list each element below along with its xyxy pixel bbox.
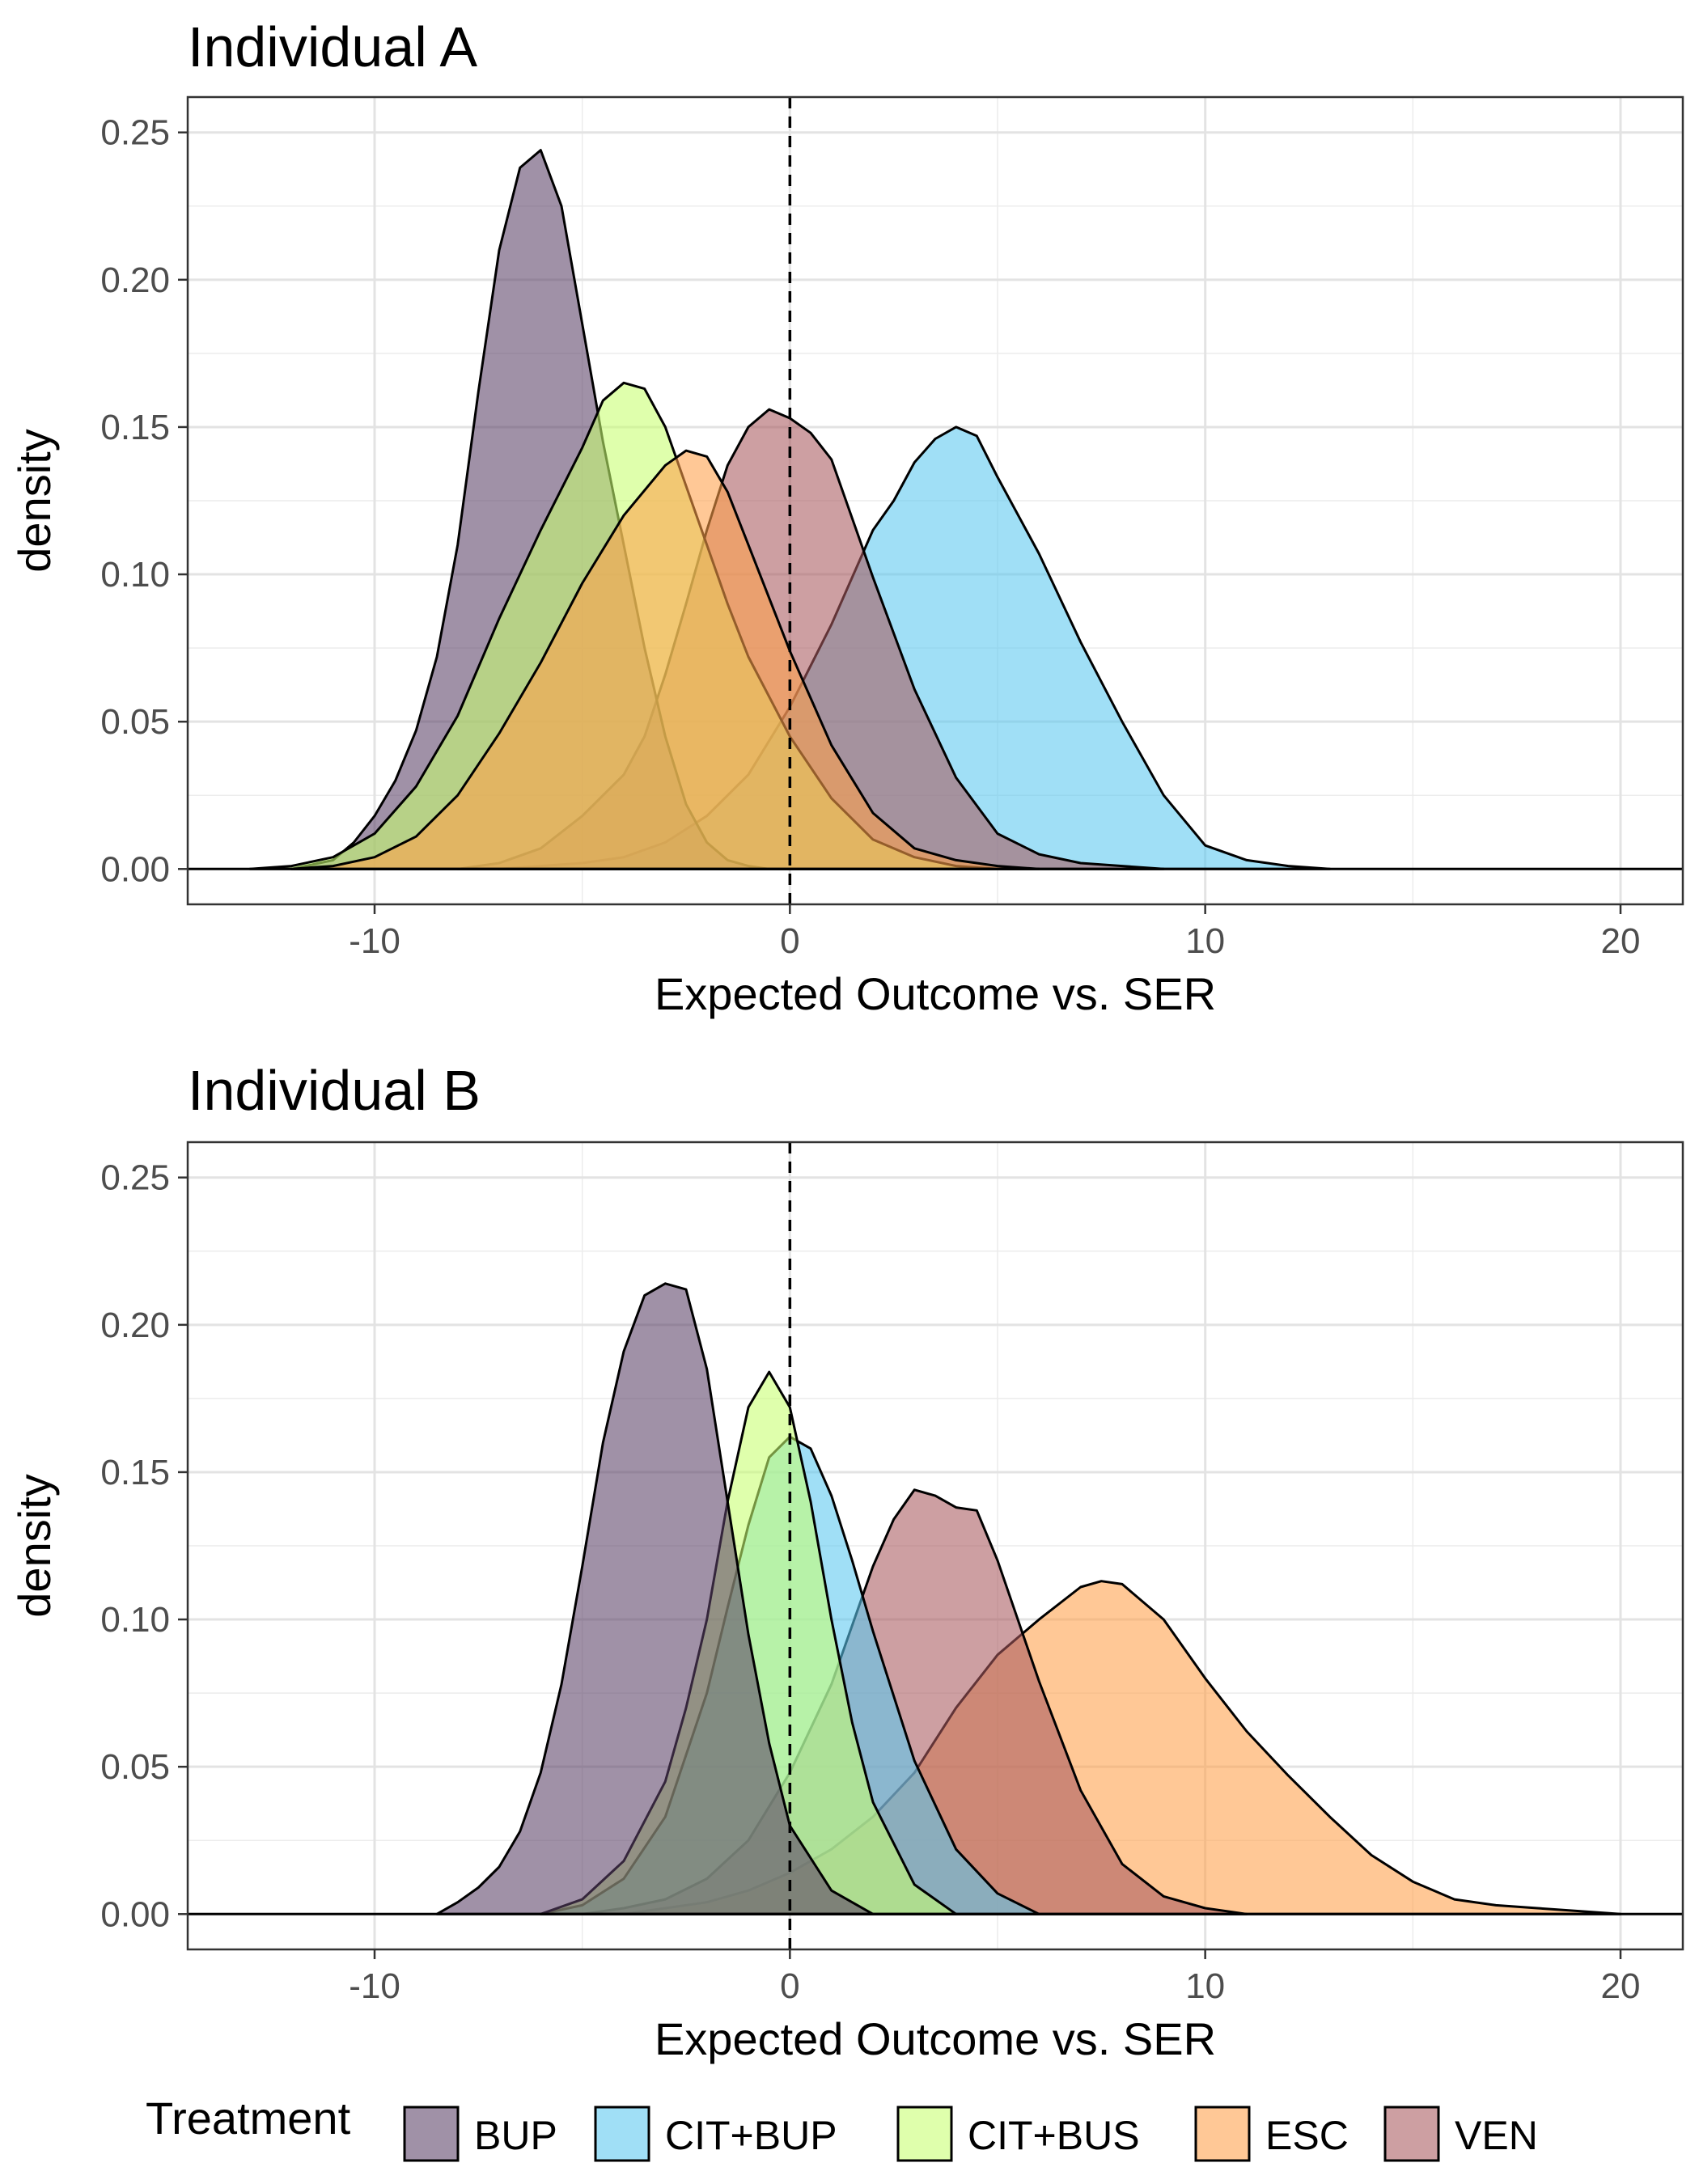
legend-item-cit-bus: CIT+BUS (896, 2106, 1140, 2162)
legend-label: CIT+BUP (665, 2113, 837, 2158)
legend-item-cit-bup: CIT+BUP (594, 2106, 837, 2162)
axes: -10 0 10 20 0.00 0.05 0.10 0.15 0.20 0.25 (100, 1158, 1640, 2006)
y-tick-label: 0.15 (100, 1453, 170, 1492)
y-tick-label: 0.00 (100, 1894, 170, 1934)
x-tick-label: 0 (780, 1966, 799, 2006)
y-tick-label: 0.10 (100, 1600, 170, 1640)
legend-item-bup: BUP (403, 2106, 557, 2162)
x-axis-title: Expected Outcome vs. SER (655, 2013, 1216, 2064)
panel-title: Individual B (188, 1059, 481, 1122)
panels: Individual A -10 0 10 20 0.00 0.05 0.10 0.15 0.20… (9, 15, 1684, 2064)
legend-key (1194, 2106, 1251, 2162)
legend-item-esc: ESC (1194, 2106, 1349, 2162)
legend-label: BUP (474, 2113, 557, 2158)
y-axis-title: density (9, 1474, 60, 1617)
y-tick-label: 0.05 (100, 702, 170, 742)
panel-border (186, 1141, 1684, 1951)
legend-item-ven: VEN (1383, 2106, 1538, 2162)
y-tick-label: 0.20 (100, 1306, 170, 1345)
x-tick-label: -10 (349, 1966, 400, 2006)
legend-key (896, 2106, 953, 2162)
legend-label: ESC (1265, 2113, 1349, 2158)
legend-key (1383, 2106, 1440, 2162)
density-series (248, 149, 1332, 870)
y-tick-label: 0.15 (100, 408, 170, 447)
legend-title: Treatment (146, 2093, 351, 2144)
y-tick-label: 0.00 (100, 849, 170, 889)
panel-2: Individual B -10 0 10 20 0.00 0.05 0.10 0.15 0.20… (9, 1059, 1684, 2064)
legend-label: CIT+BUS (968, 2113, 1140, 2158)
legend-label: VEN (1455, 2113, 1538, 2158)
x-tick-label: 10 (1185, 921, 1225, 961)
y-tick-label: 0.20 (100, 260, 170, 300)
density-series (435, 1282, 1622, 1915)
y-axis-title: density (9, 429, 60, 572)
x-tick-label: 20 (1601, 921, 1641, 961)
y-tick-label: 0.25 (100, 1158, 170, 1198)
axes: -10 0 10 20 0.00 0.05 0.10 0.15 0.20 0.25 (100, 113, 1640, 961)
density-curve-bup (435, 1282, 875, 1915)
panel-1: Individual A -10 0 10 20 0.00 0.05 0.10 0.15 0.20… (9, 15, 1684, 1019)
panel-title: Individual A (188, 15, 477, 78)
panel-border (186, 95, 1684, 906)
y-tick-label: 0.25 (100, 113, 170, 153)
x-tick-label: -10 (349, 921, 400, 961)
legend: Treatment BUP CIT+BUP CIT+BUS ESC VEN (146, 2093, 1538, 2162)
legend-key (594, 2106, 650, 2162)
x-tick-label: 10 (1185, 1966, 1225, 2006)
legend-key (403, 2106, 460, 2162)
y-tick-label: 0.05 (100, 1747, 170, 1787)
x-tick-label: 0 (780, 921, 799, 961)
density-curve-esc (290, 449, 1040, 870)
y-tick-label: 0.10 (100, 555, 170, 595)
x-tick-label: 20 (1601, 1966, 1641, 2006)
x-axis-title: Expected Outcome vs. SER (655, 968, 1216, 1019)
